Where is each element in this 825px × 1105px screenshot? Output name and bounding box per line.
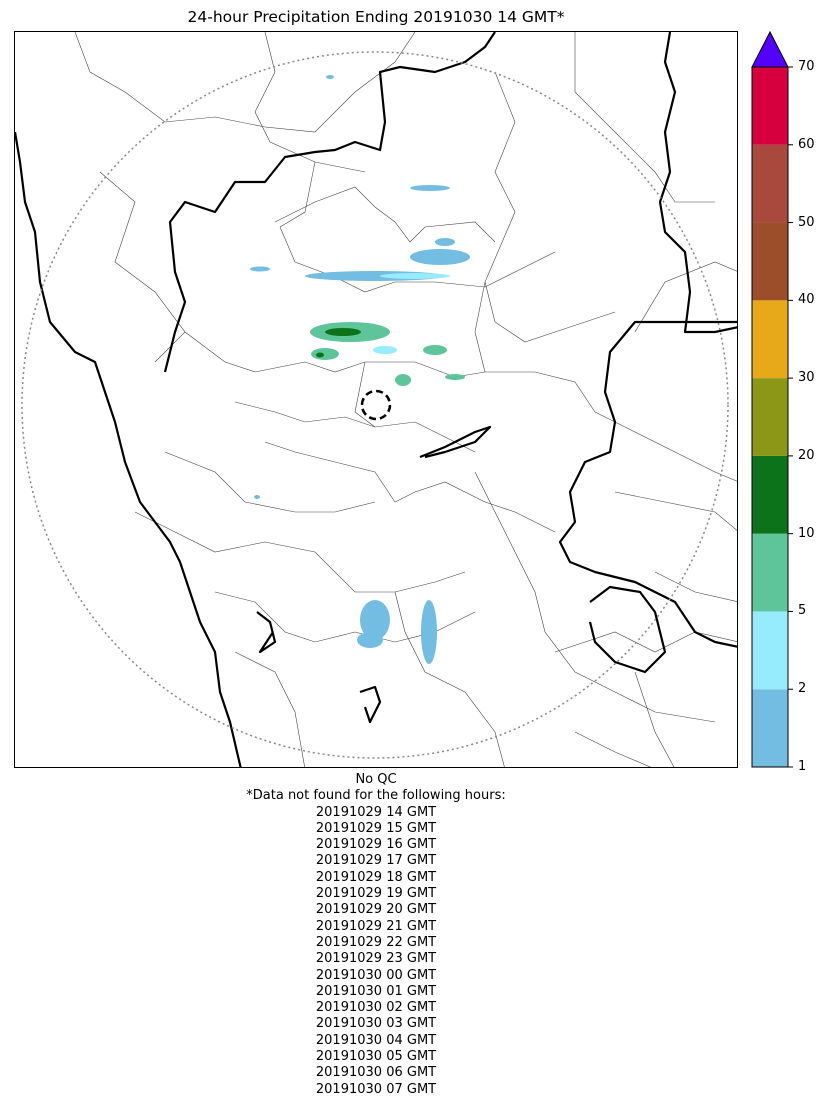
map-title: 24-hour Precipitation Ending 20191030 14… <box>187 8 565 26</box>
missing-hour-item: 20191029 14 GMT <box>315 804 437 820</box>
colorbar-tick-label: 50 <box>798 214 815 230</box>
colorbar-segment <box>752 300 788 379</box>
qc-label: No QC <box>355 772 397 787</box>
missing-hour-item: 20191030 03 GMT <box>315 1016 437 1032</box>
missing-hour-item: 20191029 20 GMT <box>315 902 437 918</box>
colorbar-overflow-triangle <box>751 30 789 68</box>
missing-hour-item: 20191029 16 GMT <box>315 837 437 853</box>
precipitation-field <box>250 75 470 664</box>
missing-data-header: *Data not found for the following hours: <box>246 788 506 804</box>
missing-hour-item: 20191030 00 GMT <box>315 967 437 983</box>
colorbar-tick-label: 40 <box>798 292 815 308</box>
colorbar-tick-label: 70 <box>798 59 815 74</box>
radar-location-marker <box>360 389 392 421</box>
map-canvas <box>15 32 737 767</box>
colorbar-tick-label: 2 <box>798 681 807 697</box>
missing-hour-item: 20191030 07 GMT <box>315 1081 437 1097</box>
colorbar-tick-label: 1 <box>798 759 807 774</box>
missing-hour-item: 20191029 23 GMT <box>315 951 437 967</box>
colorbar-tick-label: 20 <box>798 447 815 463</box>
colorbar-segment <box>752 144 788 223</box>
missing-hour-item: 20191030 06 GMT <box>315 1065 437 1081</box>
state-boundaries <box>15 32 737 767</box>
notes-block: No QC *Data not found for the following … <box>14 772 738 1098</box>
colorbar-segment <box>752 222 788 301</box>
precipitation-map <box>14 31 738 768</box>
missing-hour-item: 20191030 04 GMT <box>315 1032 437 1048</box>
colorbar-segment <box>752 533 788 612</box>
missing-hours-list: 20191029 14 GMT 20191029 15 GMT 20191029 1… <box>14 805 738 1098</box>
colorbar-segment <box>752 378 788 456</box>
colorbar-segment <box>752 67 788 145</box>
district-boundaries <box>74 32 737 767</box>
missing-hour-item: 20191030 01 GMT <box>315 983 437 999</box>
colorbar-tick-label: 60 <box>798 136 815 152</box>
colorbar-tick-label: 10 <box>798 525 815 541</box>
colorbar-segment <box>752 689 788 767</box>
missing-hour-item: 20191029 21 GMT <box>315 918 437 934</box>
colorbar-segment <box>752 455 788 534</box>
missing-hour-item: 20191029 15 GMT <box>315 820 437 836</box>
missing-hour-item: 20191029 18 GMT <box>315 869 437 885</box>
missing-hour-item: 20191029 17 GMT <box>315 853 437 869</box>
missing-hour-item: 20191029 22 GMT <box>315 934 437 950</box>
colorbar <box>751 30 793 768</box>
colorbar-tick-label: 5 <box>798 603 807 619</box>
colorbar-tick-label: 30 <box>798 370 815 386</box>
missing-hour-item: 20191030 05 GMT <box>315 1049 437 1065</box>
missing-hour-item: 20191030 02 GMT <box>315 1000 437 1016</box>
radar-range-ring <box>21 51 729 759</box>
colorbar-segment <box>752 611 788 690</box>
missing-hour-item: 20191029 19 GMT <box>315 886 437 902</box>
